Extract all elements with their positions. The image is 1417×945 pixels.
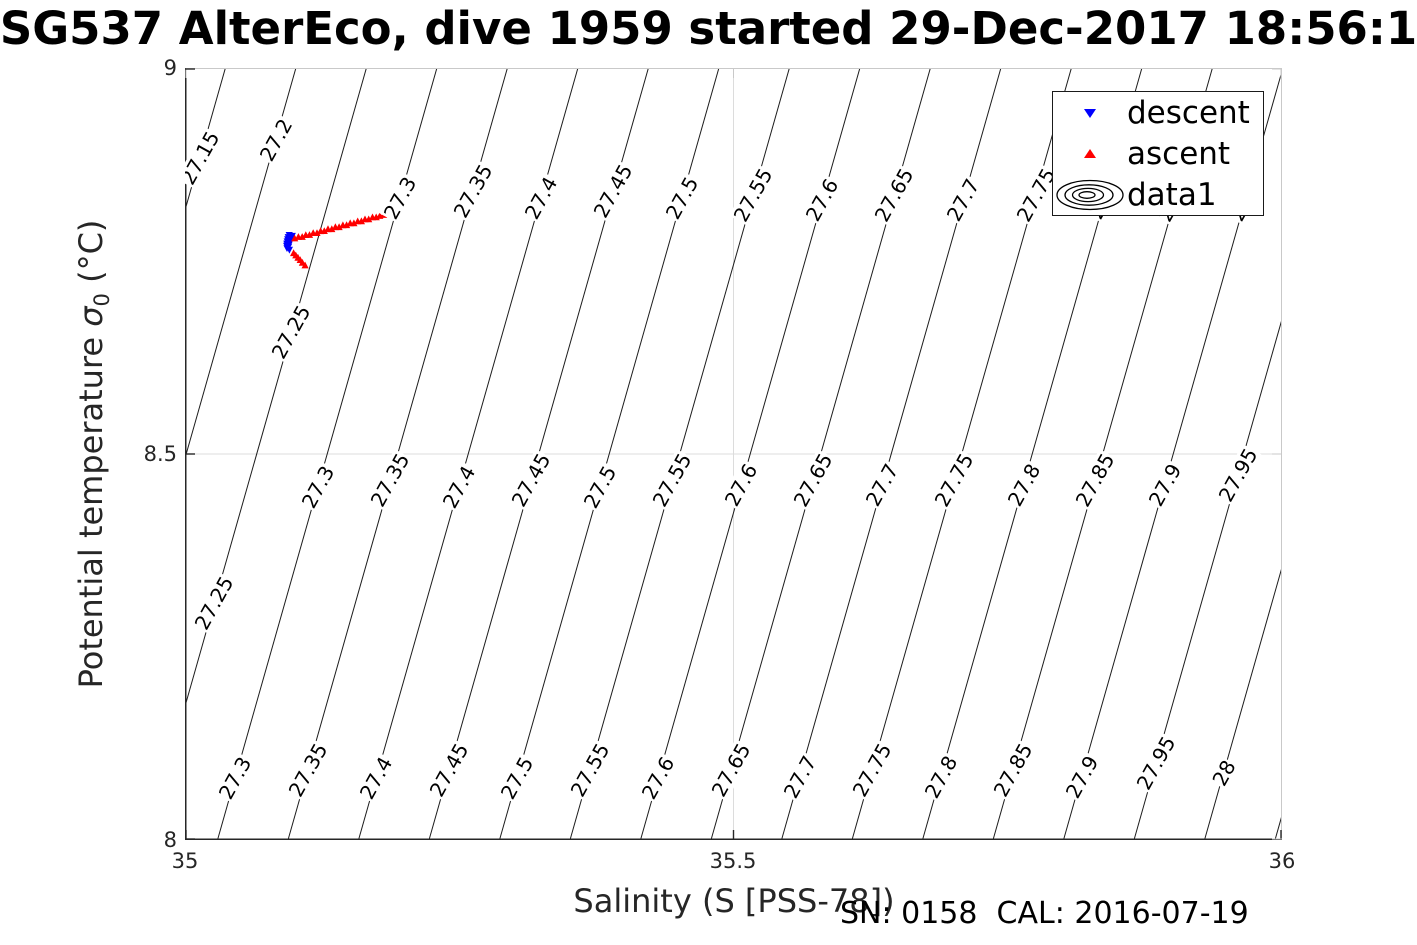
x-axis-label: Salinity (S [PSS-78]) bbox=[573, 882, 895, 920]
y-axis-unit: (°C) bbox=[72, 219, 110, 294]
legend-row-data1: data1 bbox=[1053, 176, 1263, 214]
legend-row-ascent: ascent bbox=[1053, 135, 1263, 173]
y-tick-9: 9 bbox=[163, 56, 177, 80]
serial-calibration-annotation: SN: 0158 CAL: 2016-07-19 bbox=[840, 896, 1249, 931]
legend-label-data1: data1 bbox=[1127, 176, 1217, 213]
ascent-triangle-up-icon bbox=[1053, 148, 1127, 160]
legend-label-ascent: ascent bbox=[1127, 135, 1231, 172]
x-tick-36: 36 bbox=[1268, 849, 1296, 873]
legend-row-descent: descent bbox=[1053, 94, 1263, 132]
series-ascent-markers bbox=[290, 211, 388, 269]
x-tick-35-5: 35.5 bbox=[709, 849, 757, 873]
sigma-symbol: σ bbox=[72, 306, 110, 327]
y-tick-8: 8 bbox=[163, 828, 177, 852]
figure-title: SG537 AlterEco, dive 1959 started 29-Dec… bbox=[0, 2, 1417, 55]
contour-rings-icon bbox=[1053, 178, 1127, 212]
sigma-subscript: 0 bbox=[90, 293, 114, 307]
series-descent-markers bbox=[283, 232, 296, 254]
figure-title-wrap: SG537 AlterEco, dive 1959 started 29-Dec… bbox=[0, 0, 1417, 62]
y-axis-label-text: Potential temperature bbox=[72, 326, 110, 689]
legend-label-descent: descent bbox=[1127, 94, 1250, 131]
descent-triangle-down-icon bbox=[1053, 107, 1127, 119]
legend-box: descent ascent data1 bbox=[1052, 91, 1264, 216]
y-tick-8-5: 8.5 bbox=[143, 442, 177, 466]
x-tick-35: 35 bbox=[171, 849, 199, 873]
